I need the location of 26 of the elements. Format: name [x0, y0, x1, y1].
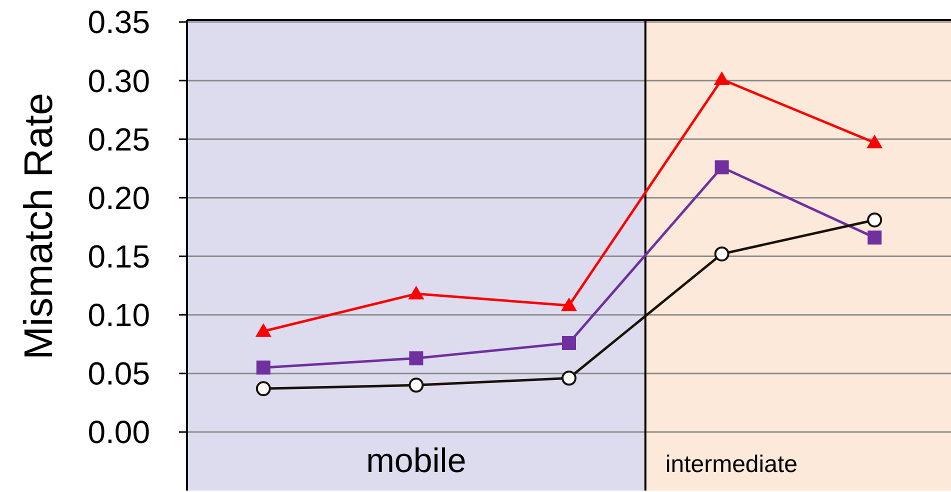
- point: [256, 381, 271, 396]
- point: [714, 71, 730, 86]
- annotation: mobile: [366, 442, 466, 480]
- y-tick-label: 0.10: [88, 297, 150, 334]
- y-tick-label: 0.20: [88, 180, 150, 216]
- point: [868, 230, 882, 245]
- y-tick-label: 0.25: [88, 121, 150, 158]
- point: [256, 360, 270, 375]
- point: [408, 378, 424, 393]
- point: [562, 370, 576, 386]
- point: [408, 286, 424, 300]
- y-tick-label: 0.35: [88, 4, 150, 40]
- point: [714, 160, 729, 174]
- point: [409, 351, 424, 366]
- point: [867, 212, 882, 228]
- y-tick-label: 0.30: [88, 62, 150, 99]
- y-tick-label: 0.00: [88, 414, 150, 450]
- point: [866, 134, 883, 148]
- point: [255, 323, 272, 337]
- point: [562, 336, 576, 350]
- annotation: intermediate: [665, 451, 798, 478]
- y-tick-label: 0.05: [88, 356, 150, 392]
- y-tick-label: 0.15: [88, 238, 150, 274]
- y-axis-title: Mismatch Rate: [17, 92, 61, 360]
- point: [561, 298, 577, 312]
- point: [714, 246, 730, 262]
